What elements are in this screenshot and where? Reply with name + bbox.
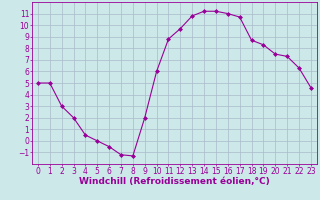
X-axis label: Windchill (Refroidissement éolien,°C): Windchill (Refroidissement éolien,°C) xyxy=(79,177,270,186)
